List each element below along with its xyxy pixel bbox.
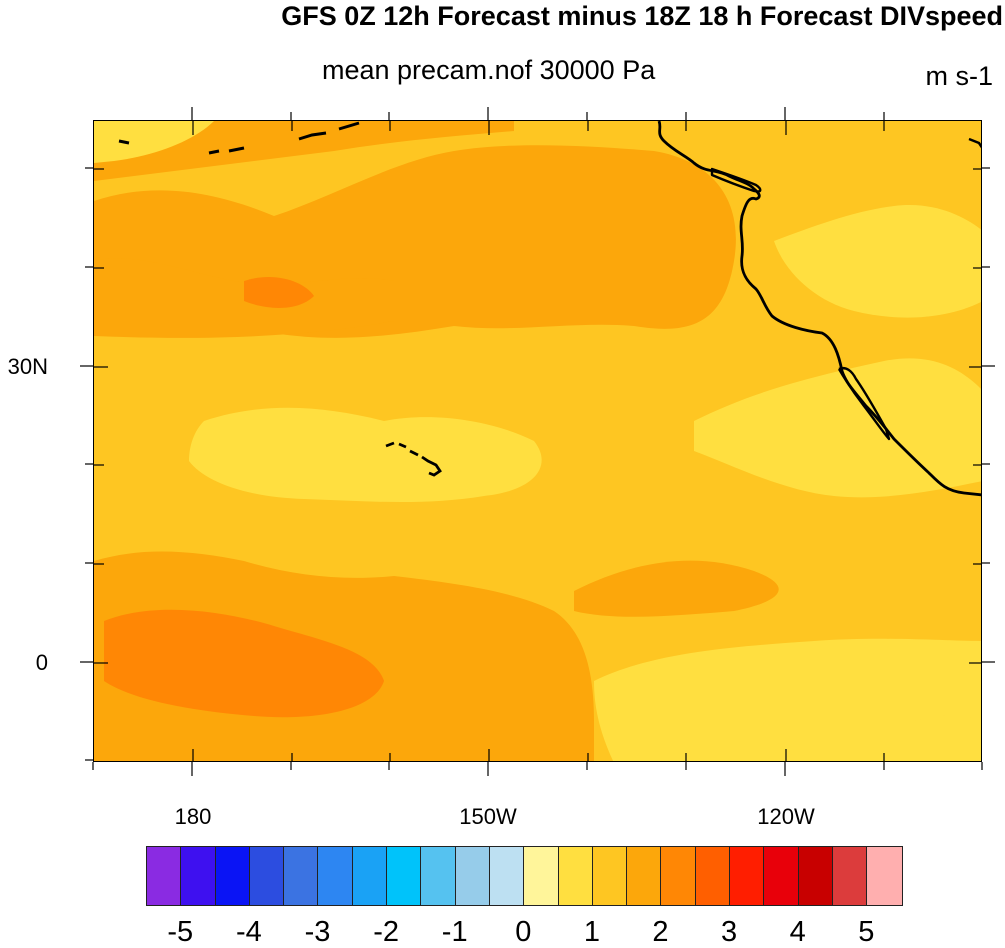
colorbar-cell-5 bbox=[318, 847, 353, 905]
shade-strong-group bbox=[104, 276, 384, 718]
colorbar-cell-15 bbox=[661, 847, 696, 905]
colorbar-cell-4 bbox=[284, 847, 319, 905]
coastline-aleutian-1 bbox=[118, 139, 130, 145]
shade-light-east bbox=[694, 358, 981, 498]
colorbar-cell-10 bbox=[489, 847, 525, 905]
colorbar-label-0: -5 bbox=[167, 916, 194, 948]
map-canvas bbox=[94, 121, 981, 761]
colorbar bbox=[146, 846, 903, 906]
axis-ticks bbox=[94, 121, 981, 761]
colorbar-cell-13 bbox=[592, 847, 628, 905]
shade-light-group bbox=[94, 121, 981, 761]
colorbar-label-9: 4 bbox=[789, 916, 806, 948]
colorbar-cell-7 bbox=[387, 847, 422, 905]
lon-label-180: 180 bbox=[174, 804, 212, 829]
shade-light-central-band bbox=[189, 407, 542, 503]
colorbar-cell-2 bbox=[215, 847, 250, 905]
lat-label-0: 0 bbox=[35, 650, 48, 675]
colorbar-label-1: -4 bbox=[235, 916, 262, 948]
units-label: m s-1 bbox=[925, 61, 994, 91]
colorbar-label-4: -1 bbox=[441, 916, 468, 948]
chart-subtitle: mean precam.nof 30000 Pa bbox=[322, 55, 656, 85]
colorbar-label-2: -3 bbox=[304, 916, 331, 948]
shade-strong-north bbox=[244, 276, 314, 308]
coastline-aleutian-2 bbox=[208, 146, 245, 155]
shade-north-strip bbox=[94, 121, 514, 181]
colorbar-cell-19 bbox=[798, 847, 833, 905]
colorbar-cell-18 bbox=[764, 847, 799, 905]
colorbar-cell-17 bbox=[730, 847, 765, 905]
colorbar-cell-3 bbox=[249, 847, 285, 905]
colorbar-label-3: -2 bbox=[373, 916, 399, 948]
colorbar-label-6: 1 bbox=[583, 916, 600, 948]
shade-southeast-patch bbox=[574, 560, 779, 617]
colorbar-label-5: 0 bbox=[515, 916, 532, 948]
colorbar-cell-9 bbox=[455, 847, 490, 905]
colorbar-label-10: 5 bbox=[858, 916, 875, 948]
lat-label-30n: 30N bbox=[7, 354, 48, 379]
colorbar-cell-16 bbox=[695, 847, 731, 905]
shade-light-equatorial-east bbox=[594, 638, 981, 761]
colorbar-cell-11 bbox=[524, 847, 559, 905]
chart-title: GFS 0Z 12h Forecast minus 18Z 18 h Forec… bbox=[281, 1, 1003, 31]
coastline-aleutian-3 bbox=[298, 121, 360, 141]
shade-strong-south bbox=[104, 609, 384, 718]
coastline-vancouver bbox=[710, 167, 762, 193]
lon-label-120w: 120W bbox=[757, 804, 815, 829]
coastline-baja bbox=[837, 366, 891, 441]
colorbar-label-8: 3 bbox=[721, 916, 738, 948]
hawaii-islands bbox=[385, 441, 442, 477]
coastline-alaska-ne bbox=[968, 137, 981, 149]
colorbar-cell-20 bbox=[832, 847, 868, 905]
colorbar-cell-14 bbox=[627, 847, 662, 905]
colorbar-cell-8 bbox=[421, 847, 456, 905]
colorbar-cell-6 bbox=[352, 847, 388, 905]
shade-light-corner bbox=[914, 715, 981, 761]
colorbar-cell-1 bbox=[181, 847, 216, 905]
map-plot-area[interactable] bbox=[93, 120, 982, 762]
colorbar-cell-12 bbox=[558, 847, 593, 905]
shade-light-northwest bbox=[94, 121, 214, 163]
colorbar-label-7: 2 bbox=[652, 916, 669, 948]
lon-label-150w: 150W bbox=[459, 804, 517, 829]
colorbar-cell-21 bbox=[867, 847, 902, 905]
colorbar-cell-0 bbox=[147, 847, 182, 905]
shade-light-northeast bbox=[774, 205, 981, 318]
